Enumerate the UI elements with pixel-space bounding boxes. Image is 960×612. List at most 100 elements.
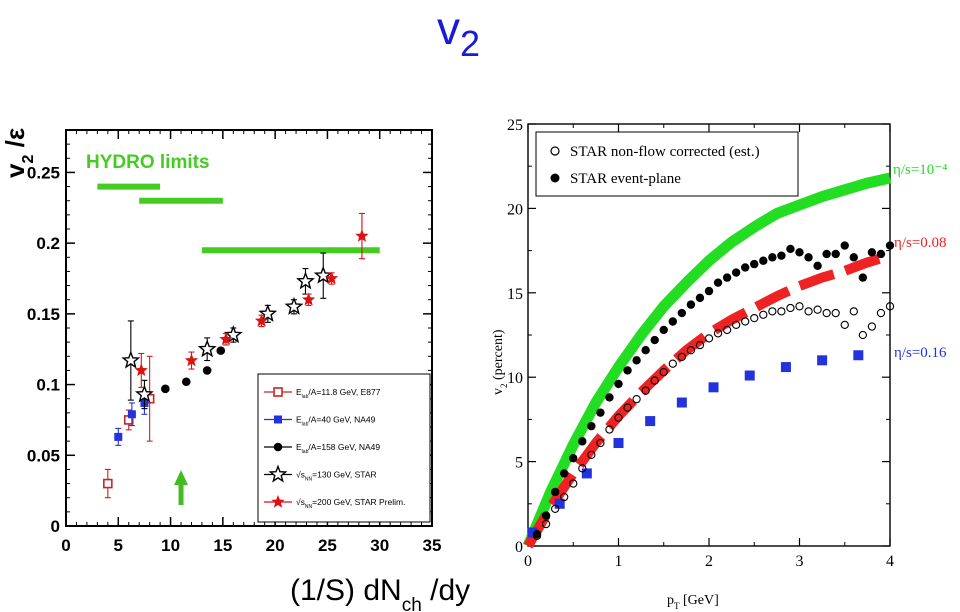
y-tick-label: 0.1 (36, 376, 60, 395)
data-point (301, 292, 316, 306)
legend-marker (550, 146, 560, 156)
data-point-nonflow (686, 346, 696, 355)
data-point-nonflow (858, 330, 867, 340)
data-point-nonflow (659, 367, 668, 377)
theory-point-eta-0.16 (645, 416, 656, 427)
data-point-event-plane (777, 251, 786, 260)
data-point (134, 363, 148, 377)
legend-box (257, 373, 431, 523)
y-axis-label: v2 (percent) (491, 329, 509, 395)
data-point-event-plane (704, 286, 714, 296)
x-tick-label: 35 (423, 536, 442, 555)
data-point-nonflow (722, 325, 732, 335)
data-point-nonflow (650, 376, 659, 385)
data-point-event-plane (840, 241, 849, 250)
data-point (197, 339, 217, 358)
data-point-nonflow (713, 329, 723, 338)
x-tick-label: 0 (61, 536, 70, 555)
theory-point-eta-0.16 (853, 350, 864, 361)
theory-point-eta-0.16 (527, 527, 538, 538)
data-point-event-plane (867, 248, 877, 257)
data-point-event-plane (569, 454, 578, 463)
x-tick-label: 30 (370, 536, 389, 555)
data-point (202, 366, 212, 375)
legend-label: √sNN=200 GeV, STAR Prelim. (296, 497, 405, 510)
data-point-nonflow (605, 425, 614, 434)
data-point (184, 353, 199, 367)
legend-marker (273, 442, 283, 452)
data-point-event-plane (822, 249, 831, 259)
x-tick-label: 25 (318, 536, 337, 555)
y-tick-label: 0 (51, 517, 60, 536)
y-tick-label: 10 (507, 370, 523, 387)
data-point-nonflow (623, 403, 632, 412)
data-point (114, 432, 123, 441)
y-tick-label: 0.15 (27, 305, 60, 324)
data-point-nonflow (704, 334, 714, 343)
data-point-nonflow (551, 504, 560, 514)
data-point-nonflow (804, 307, 813, 316)
data-point-nonflow (541, 519, 551, 529)
data-point (355, 229, 369, 242)
data-point-nonflow (578, 464, 587, 473)
page-title: v2 (437, 2, 481, 64)
data-point-event-plane (641, 345, 650, 355)
y-tick-label: 0.2 (36, 234, 60, 253)
data-point-event-plane (695, 293, 705, 303)
legend-label: Elab/A=40 GeV, NA49 (296, 415, 376, 428)
y-tick-label: 0.25 (27, 163, 60, 182)
y-tick-label: 5 (515, 455, 523, 472)
theory-point-eta-0.16 (613, 438, 624, 449)
theory-point-eta-0.16 (817, 355, 828, 366)
data-point-nonflow (795, 302, 804, 311)
data-point (254, 313, 269, 327)
data-point-event-plane (686, 300, 696, 309)
data-point (103, 478, 113, 489)
theory-point-eta-0.16 (744, 370, 755, 381)
theory-point-eta-0.16 (780, 362, 791, 373)
data-point (313, 265, 333, 284)
data-point-event-plane (795, 248, 804, 257)
y-tick-label: 0 (515, 539, 523, 556)
data-point-nonflow (750, 313, 759, 323)
x-axis-label: pT [GeV] (667, 593, 719, 611)
data-point-nonflow (569, 479, 578, 488)
data-point-event-plane (713, 278, 723, 287)
data-point-event-plane (614, 379, 623, 389)
y-tick-label: 20 (507, 201, 523, 218)
y-tick-label: 0.05 (27, 446, 60, 465)
data-point (181, 377, 191, 387)
data-point-nonflow (768, 307, 777, 316)
data-point-event-plane (532, 529, 542, 539)
x-tick-label: 1 (615, 553, 623, 570)
legend-marker (273, 387, 283, 397)
data-point-nonflow (822, 308, 831, 318)
data-point-event-plane (550, 487, 560, 497)
x-tick-label: 20 (266, 536, 285, 555)
x-axis-label: (1/S) dNch /dy (290, 574, 470, 612)
data-point-nonflow (614, 413, 623, 422)
data-point-nonflow (632, 394, 641, 404)
data-point (219, 332, 233, 345)
data-point-event-plane (632, 356, 641, 365)
hydro-limits-label: HYDRO limits (86, 152, 210, 173)
legend-marker (550, 173, 560, 183)
theory-curve-eta-1e-4 (522, 172, 892, 549)
curve-label-eta-0.16: η/s=0.16 (894, 345, 947, 361)
legend-marker (274, 415, 282, 424)
theory-curve-eta-0.08 (523, 250, 892, 549)
data-point-event-plane (741, 263, 750, 272)
data-point (223, 325, 243, 344)
data-point-event-plane (659, 325, 668, 335)
data-point-event-plane (858, 273, 868, 282)
data-point-nonflow (759, 310, 768, 319)
data-point-nonflow (741, 317, 750, 326)
curve-label-eta-1e-4: η/s=10⁻⁴ (893, 162, 947, 178)
data-point-nonflow (849, 307, 858, 316)
data-point (127, 410, 136, 419)
data-point-nonflow (695, 340, 705, 350)
legend-marker (268, 464, 288, 483)
data-point (121, 350, 141, 369)
data-point-nonflow (813, 305, 822, 314)
data-point-event-plane (731, 268, 741, 277)
